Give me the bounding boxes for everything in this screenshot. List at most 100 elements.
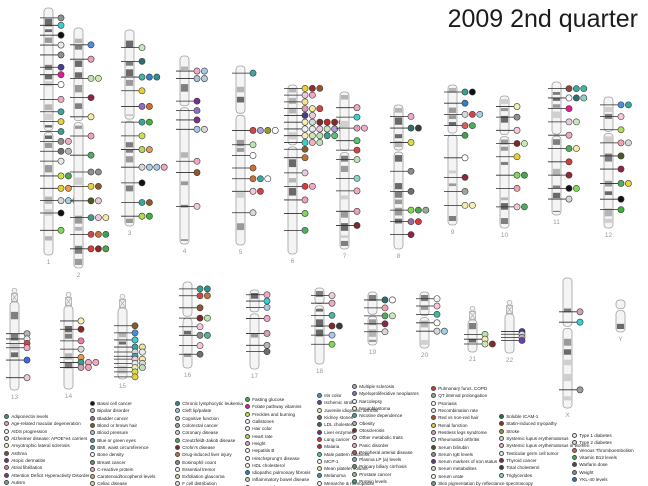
trait-dot	[87, 214, 95, 221]
chromosome-band	[500, 218, 509, 225]
trait-dot	[513, 184, 521, 192]
trait-dot	[513, 153, 521, 161]
trait-dot	[57, 137, 65, 145]
trait-dot	[95, 75, 102, 82]
chromosome-band	[236, 147, 245, 152]
trait-dot	[131, 329, 139, 337]
chromosome-label: 11	[553, 219, 560, 226]
chromosome-arm	[504, 313, 515, 354]
trait-dot	[576, 308, 584, 316]
trait-dot	[625, 139, 632, 147]
chromosome-band	[44, 165, 53, 173]
trait-dot	[57, 108, 65, 116]
trait-dot	[316, 132, 324, 140]
trait-dot	[57, 128, 65, 135]
trait-dot	[513, 140, 521, 147]
trait-dot	[87, 230, 95, 238]
chromosome-band	[180, 152, 189, 158]
trait-dot	[263, 303, 271, 311]
chromosome-label: 2	[77, 272, 81, 279]
trait-dot	[145, 103, 153, 110]
chromosome-19: 19	[364, 291, 396, 356]
trait-dot	[249, 209, 257, 217]
chromosome-band	[340, 240, 349, 246]
chromosome-band	[604, 191, 613, 196]
trait-dot	[513, 103, 521, 110]
chromosome-band	[125, 79, 134, 86]
trait-dot	[249, 175, 257, 183]
trait-dot	[316, 118, 324, 126]
chromosome-band	[552, 104, 561, 108]
chromosome-band	[448, 122, 457, 126]
trait-dot	[200, 75, 208, 82]
trait-dot	[193, 157, 201, 165]
trait-dot	[196, 331, 204, 339]
trait-dot	[77, 325, 85, 333]
trait-dot	[301, 91, 309, 99]
trait-dot	[138, 132, 146, 140]
chromosome-label: 17	[251, 373, 259, 380]
chromosome-band	[448, 183, 457, 187]
trait-dot	[308, 91, 316, 99]
trait-dot	[518, 337, 526, 344]
trait-dot	[153, 163, 161, 171]
trait-dot	[57, 51, 65, 59]
trait-dot	[461, 111, 469, 118]
trait-dot	[87, 55, 95, 63]
chromosome-band	[44, 142, 53, 149]
trait-dot	[308, 84, 316, 92]
chromosome-band	[288, 178, 297, 183]
chromosome-band	[236, 192, 245, 198]
chromosome-label: 1	[47, 259, 51, 266]
trait-dot	[573, 85, 580, 93]
satellite-knob	[65, 291, 72, 298]
trait-dot	[57, 14, 65, 22]
trait-dot	[57, 226, 65, 234]
trait-dot	[77, 364, 85, 371]
chromosome-band	[448, 170, 457, 174]
chromosome-band	[563, 338, 572, 346]
trait-dot	[203, 314, 211, 322]
satellite-knob	[469, 305, 476, 312]
trait-dot	[196, 292, 204, 300]
chromosome-arm	[179, 107, 190, 245]
chromosome-band	[394, 218, 403, 224]
chromosome-band	[118, 341, 127, 345]
trait-dot	[323, 125, 331, 133]
trait-dot	[414, 124, 422, 132]
trait-dot	[468, 122, 476, 129]
trait-dot	[407, 187, 415, 195]
trait-dot	[153, 73, 161, 81]
chromosome-5: 5	[232, 65, 279, 256]
trait-dot	[565, 118, 573, 126]
trait-dot	[625, 101, 632, 109]
chromosome-band	[500, 139, 509, 145]
trait-dot	[388, 296, 396, 304]
trait-dot	[23, 374, 31, 382]
trait-dot	[23, 344, 31, 352]
trait-dot	[433, 302, 441, 310]
chromosome-label: 19	[369, 349, 377, 356]
chromosome-band	[288, 107, 297, 114]
chromosome-band	[64, 362, 73, 369]
trait-dot	[461, 122, 469, 129]
chromosome-band	[74, 258, 83, 265]
chromosome-arm	[63, 305, 74, 390]
trait-dot	[87, 197, 95, 205]
trait-dot	[301, 169, 309, 177]
chromosome-2: 2	[70, 27, 110, 279]
trait-dot	[138, 199, 146, 206]
trait-dot	[196, 323, 204, 331]
trait-dot	[57, 197, 65, 205]
chromosome-band	[552, 168, 561, 177]
trait-dot	[521, 203, 528, 211]
trait-dot	[565, 158, 573, 166]
trait-dot	[565, 105, 573, 112]
chromosome-band	[74, 226, 83, 231]
chromosome-arm	[73, 122, 84, 269]
trait-dot	[414, 218, 422, 226]
trait-dot	[65, 147, 72, 155]
trait-dot	[193, 169, 201, 176]
trait-dot	[87, 168, 95, 176]
chromosome-band	[180, 181, 189, 186]
